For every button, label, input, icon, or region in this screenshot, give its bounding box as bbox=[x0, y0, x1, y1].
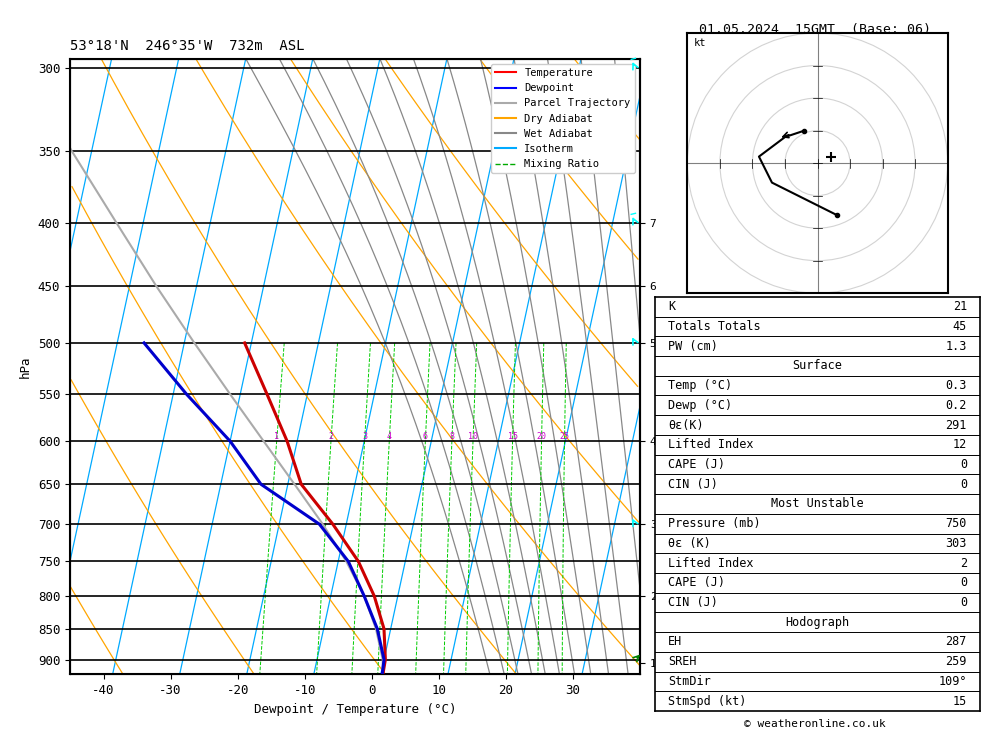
Text: Lifted Index: Lifted Index bbox=[668, 438, 754, 452]
Text: K: K bbox=[668, 301, 675, 313]
Text: PW (cm): PW (cm) bbox=[668, 339, 718, 353]
Text: 259: 259 bbox=[946, 655, 967, 668]
Text: θε(K): θε(K) bbox=[668, 419, 704, 432]
Y-axis label: hPa: hPa bbox=[19, 356, 32, 377]
Y-axis label: km
ASL: km ASL bbox=[698, 53, 719, 74]
Text: 15: 15 bbox=[508, 432, 518, 441]
Text: 0: 0 bbox=[960, 596, 967, 609]
Text: CIN (J): CIN (J) bbox=[668, 478, 718, 490]
Text: CIN (J): CIN (J) bbox=[668, 596, 718, 609]
Text: 21: 21 bbox=[953, 301, 967, 313]
Text: 303: 303 bbox=[946, 537, 967, 550]
Text: LCL: LCL bbox=[657, 666, 676, 677]
Text: 12: 12 bbox=[953, 438, 967, 452]
Text: Temp (°C): Temp (°C) bbox=[668, 379, 732, 392]
Text: 0: 0 bbox=[960, 576, 967, 589]
Text: 291: 291 bbox=[946, 419, 967, 432]
Text: 1: 1 bbox=[274, 432, 279, 441]
Text: 3: 3 bbox=[362, 432, 367, 441]
Text: SREH: SREH bbox=[668, 655, 696, 668]
Text: Totals Totals: Totals Totals bbox=[668, 320, 761, 333]
Text: Pressure (mb): Pressure (mb) bbox=[668, 517, 761, 530]
Text: 10: 10 bbox=[468, 432, 478, 441]
Text: 1.3: 1.3 bbox=[946, 339, 967, 353]
Text: 4: 4 bbox=[387, 432, 392, 441]
Text: Hodograph: Hodograph bbox=[785, 616, 850, 629]
Text: 0: 0 bbox=[960, 478, 967, 490]
Text: StmSpd (kt): StmSpd (kt) bbox=[668, 695, 746, 707]
Text: 6: 6 bbox=[423, 432, 428, 441]
Text: 109°: 109° bbox=[938, 675, 967, 688]
Text: 0.3: 0.3 bbox=[946, 379, 967, 392]
Text: 01.05.2024  15GMT  (Base: 06): 01.05.2024 15GMT (Base: 06) bbox=[699, 23, 931, 37]
Text: 0.2: 0.2 bbox=[946, 399, 967, 412]
Text: StmDir: StmDir bbox=[668, 675, 711, 688]
Text: 15: 15 bbox=[953, 695, 967, 707]
Text: CAPE (J): CAPE (J) bbox=[668, 458, 725, 471]
Text: © weatheronline.co.uk: © weatheronline.co.uk bbox=[744, 719, 886, 729]
Text: 20: 20 bbox=[537, 432, 547, 441]
Text: Surface: Surface bbox=[793, 359, 842, 372]
Text: EH: EH bbox=[668, 636, 682, 649]
Text: 0: 0 bbox=[960, 458, 967, 471]
Text: kt: kt bbox=[694, 38, 706, 48]
Text: θε (K): θε (K) bbox=[668, 537, 711, 550]
Text: 53°18'N  246°35'W  732m  ASL: 53°18'N 246°35'W 732m ASL bbox=[70, 40, 304, 54]
Text: 8: 8 bbox=[449, 432, 454, 441]
Text: Dewp (°C): Dewp (°C) bbox=[668, 399, 732, 412]
Legend: Temperature, Dewpoint, Parcel Trajectory, Dry Adiabat, Wet Adiabat, Isotherm, Mi: Temperature, Dewpoint, Parcel Trajectory… bbox=[491, 64, 635, 174]
Text: 287: 287 bbox=[946, 636, 967, 649]
Text: CAPE (J): CAPE (J) bbox=[668, 576, 725, 589]
Text: 750: 750 bbox=[946, 517, 967, 530]
X-axis label: Dewpoint / Temperature (°C): Dewpoint / Temperature (°C) bbox=[254, 703, 456, 715]
Text: 45: 45 bbox=[953, 320, 967, 333]
Text: 2: 2 bbox=[328, 432, 333, 441]
Text: 25: 25 bbox=[560, 432, 570, 441]
Text: 2: 2 bbox=[960, 556, 967, 570]
Text: Lifted Index: Lifted Index bbox=[668, 556, 754, 570]
Text: Most Unstable: Most Unstable bbox=[771, 498, 864, 510]
